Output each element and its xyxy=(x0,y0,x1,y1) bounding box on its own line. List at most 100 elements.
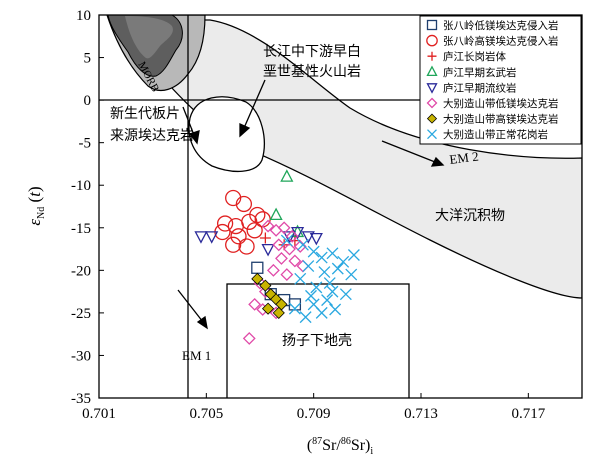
data-point xyxy=(251,261,264,274)
data-point xyxy=(285,229,299,243)
lower-crust-label: 扬子下地壳 xyxy=(282,332,352,349)
y-tick-label: 5 xyxy=(84,51,92,67)
data-point xyxy=(280,234,293,247)
axis-ticks: 0.701 0.705 0.709 0.713 0.717 10 5 0 -5 -10 -15 -20… xyxy=(71,8,546,422)
data-point xyxy=(296,238,309,251)
data-point xyxy=(248,297,262,311)
data-point xyxy=(288,298,302,311)
data-point xyxy=(225,189,242,207)
data-point xyxy=(288,302,301,315)
legend-item: 大别造山带正常花岗岩 xyxy=(427,128,548,141)
data-point xyxy=(302,260,315,273)
y-tick-label: 0 xyxy=(84,93,92,109)
data-point xyxy=(315,251,328,264)
em2-label: EM 2 xyxy=(449,149,480,167)
data-point xyxy=(310,281,323,294)
data-point xyxy=(238,238,255,255)
y-tick-label: 10 xyxy=(76,8,91,24)
legend-label: 大别造山带正常花岗岩 xyxy=(443,128,548,141)
yangtze-label-1: 长江中下游早白 xyxy=(263,44,361,60)
data-point xyxy=(261,302,275,315)
ocean-sediment-label: 大洋沉积物 xyxy=(435,208,505,224)
yangtze-basic-volcanic-field xyxy=(188,96,265,172)
arrows xyxy=(177,79,445,330)
data-point xyxy=(331,262,344,275)
x-tick-label: 0.705 xyxy=(189,406,223,422)
legend-box xyxy=(419,15,582,145)
y-tick-label: -20 xyxy=(71,263,91,279)
y-tick-label: -10 xyxy=(71,178,91,194)
data-point xyxy=(216,215,234,232)
data-point xyxy=(241,213,258,230)
data-point xyxy=(242,332,256,345)
data-point xyxy=(426,19,438,31)
x-axis-label: (87Sr/86Sr)i xyxy=(307,436,374,457)
data-point xyxy=(283,242,296,256)
data-point xyxy=(280,169,294,182)
data-point xyxy=(269,207,283,221)
data-point xyxy=(323,277,336,290)
y-tick-label: -5 xyxy=(79,136,92,152)
data-point xyxy=(337,255,350,268)
data-point xyxy=(246,222,263,239)
legend-label: 大别造山带高镁埃达克岩 xyxy=(443,113,559,126)
data-point xyxy=(321,294,334,307)
series-group xyxy=(194,226,323,257)
data-point xyxy=(347,249,360,261)
legend-item: 庐江早期玄武岩 xyxy=(426,65,517,79)
data-point xyxy=(426,83,438,94)
data-point xyxy=(318,266,331,278)
data-point xyxy=(301,231,315,244)
data-point xyxy=(205,231,219,244)
data-point xyxy=(427,51,437,61)
lower-crust-field xyxy=(226,283,410,398)
data-point xyxy=(288,254,302,268)
data-point xyxy=(258,285,272,299)
legend-item: 张八岭高镁埃达克侵入岩 xyxy=(426,35,559,48)
data-point xyxy=(280,268,294,282)
em1-label: EM 1 xyxy=(182,348,211,363)
data-point xyxy=(225,236,242,253)
data-point xyxy=(315,306,328,319)
data-marks xyxy=(194,169,360,345)
legend-label: 庐江早期玄武岩 xyxy=(443,66,517,79)
x-tick-label: 0.709 xyxy=(297,406,331,422)
data-point xyxy=(277,221,291,235)
field-regions xyxy=(106,15,582,398)
data-point xyxy=(326,285,339,298)
data-point xyxy=(259,232,271,244)
y-tick-label: -35 xyxy=(71,391,91,407)
yangtze-label-2: 垩世基性火山岩 xyxy=(263,63,361,80)
plot-frame xyxy=(98,14,583,399)
data-point xyxy=(275,251,288,265)
legend-label: 庐江早期流纹岩 xyxy=(443,81,517,94)
data-point xyxy=(426,97,438,109)
data-point xyxy=(235,195,253,213)
data-point xyxy=(194,231,208,244)
data-point xyxy=(230,228,247,245)
series-group xyxy=(242,219,310,345)
slab-adakite-label-2: 来源埃达克岩 xyxy=(110,128,194,144)
data-point xyxy=(251,272,264,285)
data-point xyxy=(272,306,285,319)
slab-adakite-label-1: 新生代板片 xyxy=(110,106,180,122)
ocean-sediment-field xyxy=(139,19,582,299)
legend-item: 庐江早期流纹岩 xyxy=(426,81,517,94)
series-group xyxy=(269,169,305,238)
data-point xyxy=(309,232,323,246)
legend-item: 大别造山带低镁埃达克岩 xyxy=(426,97,559,110)
data-point xyxy=(426,113,438,124)
data-point xyxy=(299,311,312,324)
series-group xyxy=(251,272,288,319)
legend-label: 张八岭高镁埃达克侵入岩 xyxy=(443,35,559,48)
legend-item: 张八岭低镁埃达克侵入岩 xyxy=(426,19,559,32)
x-tick-label: 0.713 xyxy=(404,406,438,422)
y-tick-label: -30 xyxy=(71,348,91,364)
legend-label: 张八岭低镁埃达克侵入岩 xyxy=(443,19,559,32)
data-point xyxy=(345,268,358,281)
x-tick-label: 0.701 xyxy=(82,406,116,422)
x-tick-label: 0.717 xyxy=(511,406,545,422)
legend: 张八岭低镁埃达克侵入岩张八岭高镁埃达克侵入岩庐江长岗岩体庐江早期玄武岩庐江早期流… xyxy=(419,15,582,145)
data-point xyxy=(266,263,280,277)
data-point xyxy=(427,129,437,140)
